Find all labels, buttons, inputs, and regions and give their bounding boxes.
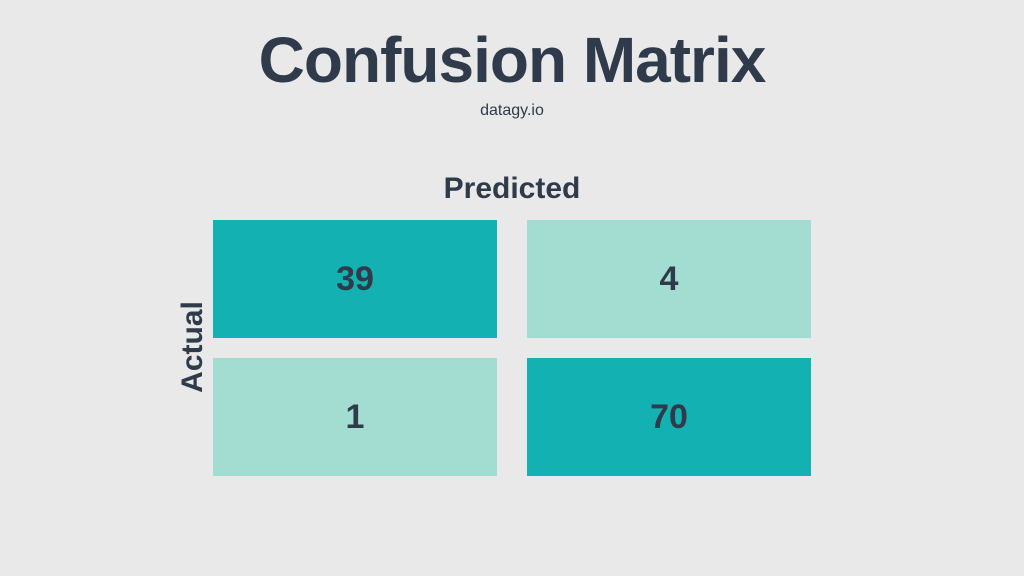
- matrix-cell-0-0: 39: [213, 220, 497, 338]
- axis-label-actual: Actual: [176, 301, 210, 393]
- page-title: Confusion Matrix: [259, 28, 766, 92]
- matrix-cell-1-1: 70: [527, 358, 811, 476]
- matrix-cell-1-0: 1: [213, 358, 497, 476]
- page-subtitle: datagy.io: [480, 102, 544, 120]
- matrix-grid: 39 4 1 70: [213, 220, 811, 476]
- confusion-matrix: Actual 39 4 1 70: [213, 220, 811, 476]
- matrix-cell-0-1: 4: [527, 220, 811, 338]
- axis-label-predicted: Predicted: [444, 172, 581, 206]
